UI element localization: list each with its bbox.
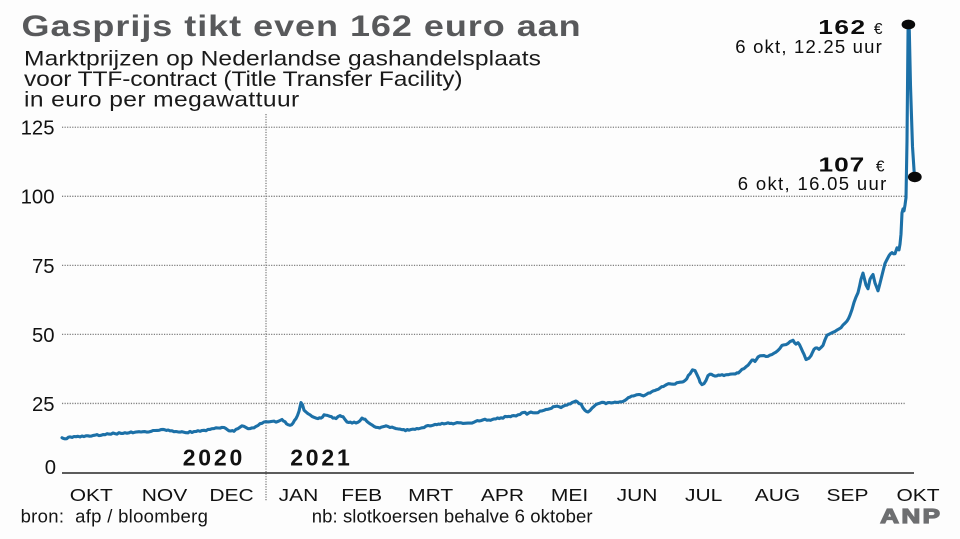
svg-text:FEB: FEB (341, 486, 382, 505)
svg-text:ANP: ANP (880, 505, 942, 528)
svg-text:JUN: JUN (617, 486, 658, 505)
svg-text:2020: 2020 (183, 445, 245, 471)
svg-text:€: € (874, 21, 883, 38)
svg-text:2021: 2021 (290, 445, 352, 471)
svg-text:Marktprijzen op Nederlandse ga: Marktprijzen op Nederlandse gashandelspl… (24, 46, 541, 70)
svg-text:6 okt, 12.25 uur: 6 okt, 12.25 uur (735, 36, 883, 57)
svg-text:SEP: SEP (827, 486, 869, 505)
svg-text:JUL: JUL (685, 486, 723, 505)
svg-text:162: 162 (818, 16, 866, 39)
svg-text:125: 125 (21, 118, 55, 140)
svg-text:nb: slotkoersen behalve 6 okto: nb: slotkoersen behalve 6 oktober (312, 506, 593, 527)
svg-text:APR: APR (481, 486, 524, 505)
svg-text:JAN: JAN (279, 486, 319, 505)
svg-text:voor TTF-contract (Title Trans: voor TTF-contract (Title Transfer Facili… (24, 67, 462, 91)
svg-text:25: 25 (32, 394, 55, 416)
svg-text:DEC: DEC (209, 486, 253, 505)
svg-text:6 okt, 16.05 uur: 6 okt, 16.05 uur (738, 173, 888, 194)
svg-text:in euro per megawattuur: in euro per megawattuur (24, 87, 300, 111)
svg-text:AUG: AUG (755, 486, 800, 505)
svg-text:0: 0 (45, 457, 56, 479)
svg-text:50: 50 (32, 325, 55, 347)
svg-text:MRT: MRT (408, 486, 453, 505)
svg-text:Gasprijs tikt even 162 euro aa: Gasprijs tikt even 162 euro aan (22, 9, 582, 42)
svg-text:75: 75 (32, 256, 55, 278)
svg-text:107: 107 (818, 153, 865, 176)
svg-text:OKT: OKT (70, 486, 113, 505)
svg-text:NOV: NOV (142, 486, 188, 505)
svg-text:MEI: MEI (551, 486, 588, 505)
svg-text:bron: afp / bloomberg: bron: afp / bloomberg (21, 506, 209, 527)
svg-text:100: 100 (21, 187, 55, 209)
svg-text:OKT: OKT (896, 486, 939, 505)
svg-text:€: € (876, 158, 885, 175)
